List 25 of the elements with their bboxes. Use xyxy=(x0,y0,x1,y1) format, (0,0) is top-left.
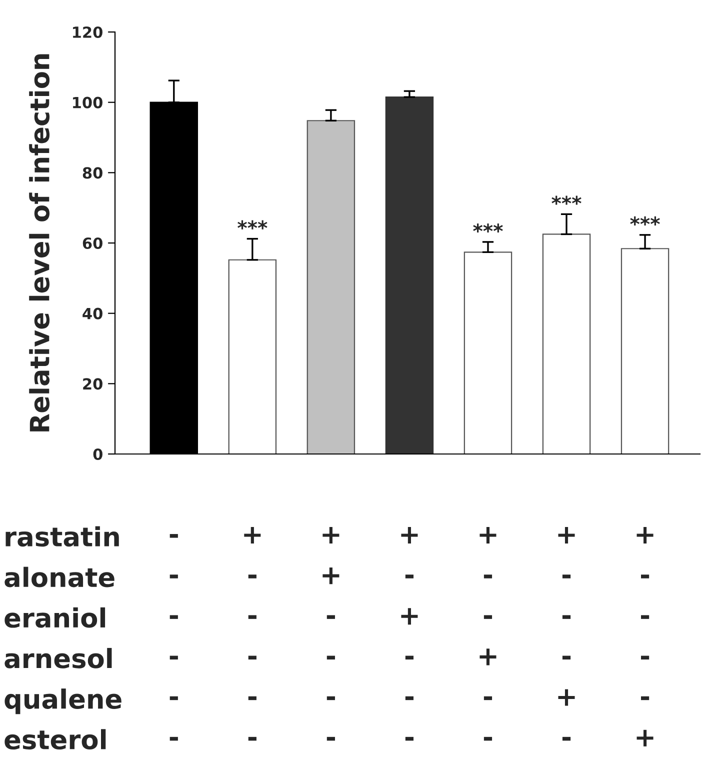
text: qualene xyxy=(4,688,122,714)
annotation: *** xyxy=(552,196,582,205)
text: rastatin xyxy=(6,526,119,547)
category-label: + - - - - + xyxy=(636,526,654,746)
text: alonate xyxy=(4,566,114,588)
y-axis-title: Relative level of infection xyxy=(29,54,50,432)
text: esterol xyxy=(4,729,106,750)
y-tick-label: 120 xyxy=(73,26,102,38)
annotation: *** xyxy=(238,220,268,230)
y-tick-label: 20 xyxy=(83,378,102,390)
y-tick-label: 0 xyxy=(93,448,102,460)
annotation: *** xyxy=(630,216,660,226)
y-tick-label: 100 xyxy=(73,96,102,108)
category-label: + - - + - - xyxy=(480,526,496,741)
text: arnesol xyxy=(4,648,112,668)
category-label: + - - - + - xyxy=(558,526,575,741)
category-label: + - + - - - xyxy=(401,526,418,741)
category-label: + + - - - - xyxy=(322,526,340,741)
y-tick-label: 40 xyxy=(82,308,102,320)
y-tick-label: 60 xyxy=(82,237,102,250)
text: eraniol xyxy=(4,607,106,628)
category-label: - - - - - - xyxy=(170,534,178,741)
annotation: *** xyxy=(473,223,503,232)
category-label: + - - - - - xyxy=(244,526,261,741)
y-tick-label: 80 xyxy=(82,167,102,179)
